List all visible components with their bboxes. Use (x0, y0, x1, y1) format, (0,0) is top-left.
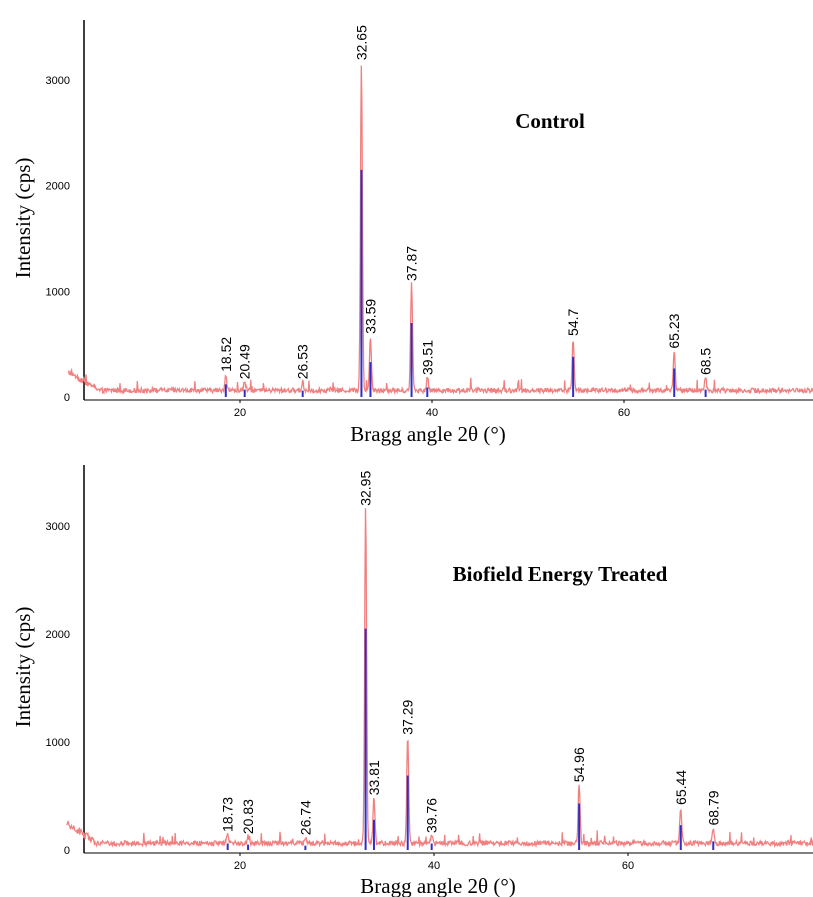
peak-label: 65.23 (666, 313, 682, 348)
panel-title: Biofield Energy Treated (453, 562, 668, 586)
plot-area: 204060818.7320.8326.7432.9533.8137.2939.… (66, 465, 813, 872)
peak-label: 54.7 (565, 308, 581, 335)
plot-area: 204060818.5220.4926.5332.6533.5937.8739.… (67, 20, 813, 419)
peak-label: 26.53 (295, 344, 311, 379)
x-axis-title: Bragg angle 2θ (°) (360, 874, 516, 897)
peak-label: 37.29 (400, 700, 416, 735)
peak-label: 20.49 (237, 344, 253, 379)
y-tick-label: 1000 (46, 286, 70, 298)
x-tick-label: 40 (426, 407, 438, 419)
y-tick-label: 0 (64, 845, 70, 857)
y-tick-label: 3000 (46, 75, 70, 87)
peak-label: 37.87 (404, 246, 420, 281)
y-axis-title: Intensity (cps) (11, 158, 35, 279)
peak-label: 20.83 (240, 799, 256, 834)
x-tick-label: 60 (618, 407, 630, 419)
peak-label: 68.5 (698, 348, 714, 375)
y-tick-label: 0 (64, 392, 70, 404)
x-tick-label: 20 (234, 407, 246, 419)
diffraction-pattern-line (67, 65, 813, 396)
peak-label: 18.52 (218, 337, 234, 372)
x-axis-title: Bragg angle 2θ (°) (350, 422, 506, 446)
y-tick-labels: 0 1000 2000 3000 (46, 521, 70, 857)
peak-label: 32.95 (358, 471, 374, 506)
y-tick-label: 2000 (46, 181, 70, 193)
peak-label: 68.79 (705, 790, 721, 825)
diffraction-pattern-line (66, 508, 813, 849)
y-tick-label: 1000 (46, 737, 70, 749)
panel-title: Control (515, 109, 585, 133)
y-axis-title: Intensity (cps) (11, 607, 35, 728)
peak-label: 18.73 (220, 797, 236, 832)
y-tick-label: 3000 (46, 521, 70, 533)
peak-label: 39.51 (419, 340, 435, 375)
peak-label: 33.59 (362, 299, 378, 334)
peak-label: 32.65 (353, 25, 369, 60)
x-tick-label: 20 (234, 860, 246, 872)
peak-label: 39.76 (424, 798, 440, 833)
y-tick-labels: 0 1000 2000 3000 (46, 75, 70, 404)
peak-label: 26.74 (297, 800, 313, 835)
peak-label: 65.44 (673, 770, 689, 805)
peak-label: 33.81 (366, 760, 382, 795)
x-tick-label: 60 (622, 860, 634, 872)
peak-label: 54.96 (571, 747, 587, 782)
x-tick-label: 40 (428, 860, 440, 872)
y-tick-label: 2000 (46, 629, 70, 641)
